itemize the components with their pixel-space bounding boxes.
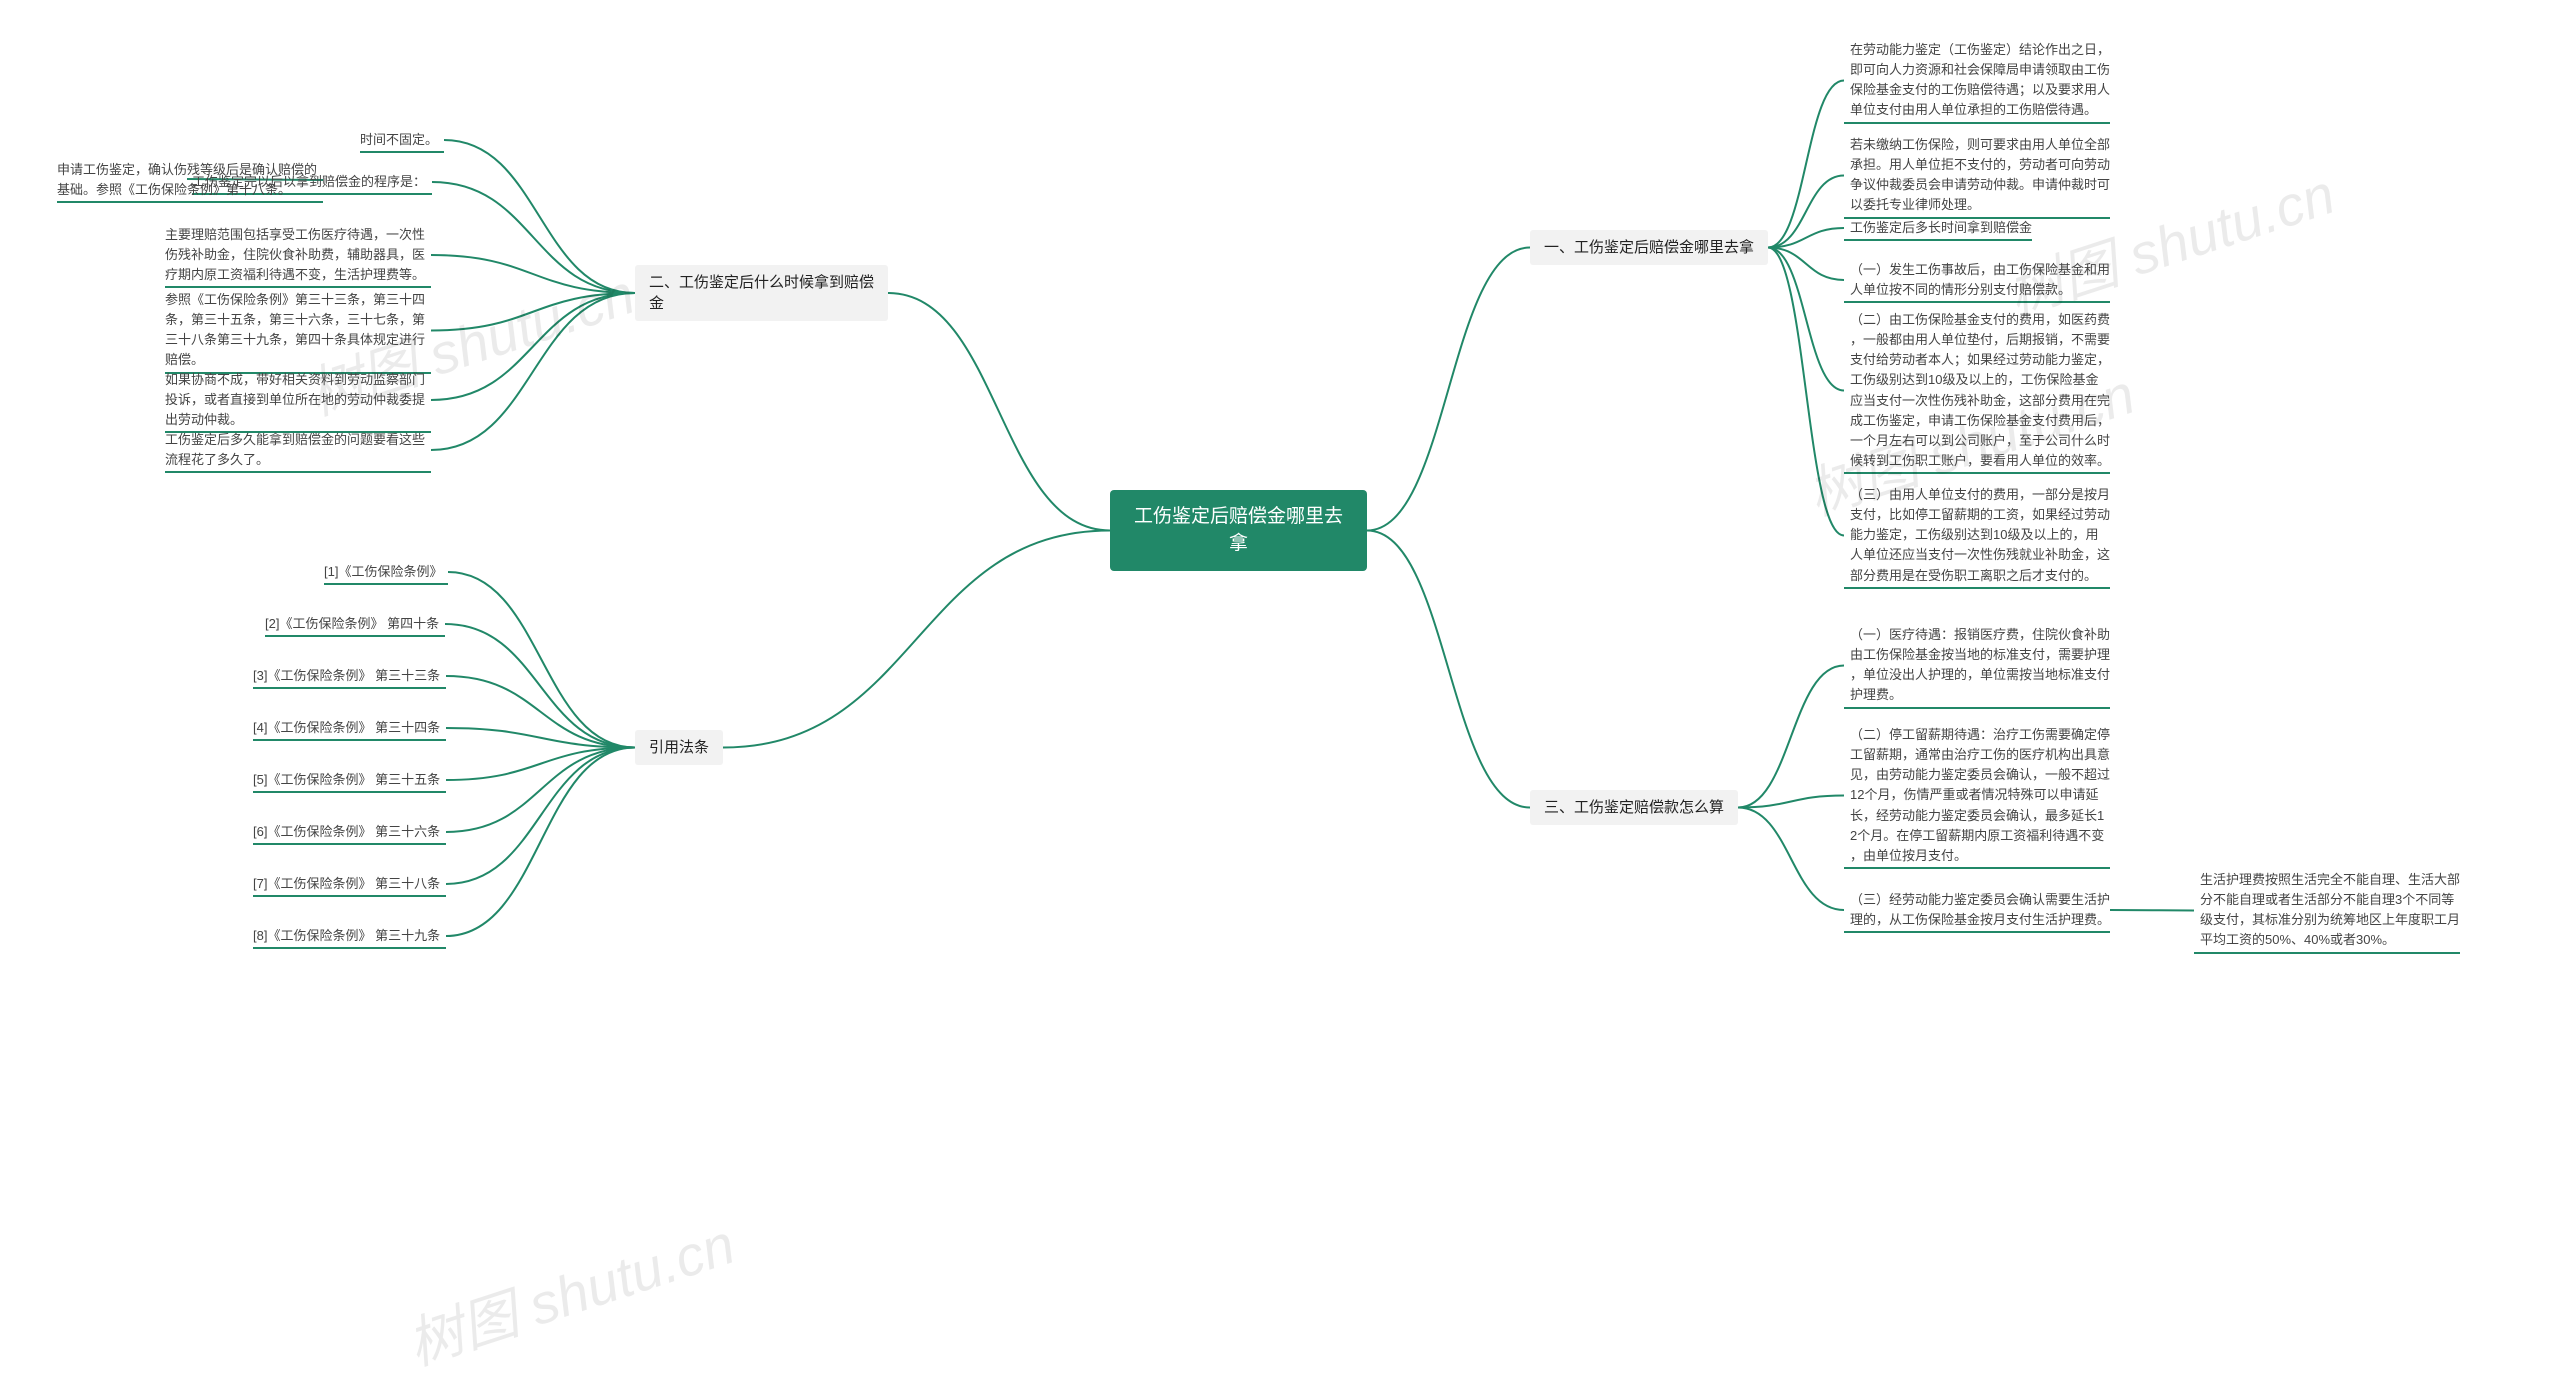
leaf-left-0-1-0: 申请工伤鉴定，确认伤残等级后是确认赔偿的 基础。参照《工伤保险条例》第十八条。 xyxy=(57,160,317,200)
leaf-right-0-4: （二）由工伤保险基金支付的费用，如医药费 ，一般都由用人单位垫付，后期报销，不需… xyxy=(1850,310,2110,471)
leaf-right-0-2: 工伤鉴定后多长时间拿到赔偿金 xyxy=(1850,218,2032,238)
leaf-left-1-7: [8]《工伤保险条例》 第三十九条 xyxy=(253,926,440,946)
leaf-right-0-3: （一）发生工伤事故后，由工伤保险基金和用 人单位按不同的情形分别支付赔偿款。 xyxy=(1850,260,2110,300)
leaf-right-1-0: （一）医疗待遇：报销医疗费，住院伙食补助 由工伤保险基金按当地的标准支付，需要护… xyxy=(1850,625,2110,706)
leaf-right-0-1: 若未缴纳工伤保险，则可要求由用人单位全部 承担。用人单位拒不支付的，劳动者可向劳… xyxy=(1850,135,2110,216)
leaf-right-1-2-0: 生活护理费按照生活完全不能自理、生活大部 分不能自理或者生活部分不能自理3个不同… xyxy=(2200,870,2460,951)
leaf-left-1-2: [3]《工伤保险条例》 第三十三条 xyxy=(253,666,440,686)
leaf-left-1-6: [7]《工伤保险条例》 第三十八条 xyxy=(253,874,440,894)
connector-svg xyxy=(0,0,2560,1380)
leaf-right-1-1: （二）停工留薪期待遇：治疗工伤需要确定停 工留薪期，通常由治疗工伤的医疗机构出具… xyxy=(1850,725,2110,866)
branch-left-1: 引用法条 xyxy=(635,730,723,765)
leaf-right-0-5: （三）由用人单位支付的费用，一部分是按月 支付，比如停工留薪期的工资，如果经过劳… xyxy=(1850,485,2110,586)
leaf-left-1-4: [5]《工伤保险条例》 第三十五条 xyxy=(253,770,440,790)
leaf-left-0-3: 参照《工伤保险条例》第三十三条，第三十四 条，第三十五条，第三十六条，三十七条，… xyxy=(165,290,425,371)
center-node: 工伤鉴定后赔偿金哪里去 拿 xyxy=(1110,490,1367,571)
leaf-right-1-2: （三）经劳动能力鉴定委员会确认需要生活护 理的，从工伤保险基金按月支付生活护理费… xyxy=(1850,890,2110,930)
leaf-left-1-5: [6]《工伤保险条例》 第三十六条 xyxy=(253,822,440,842)
branch-right-0: 一、工伤鉴定后赔偿金哪里去拿 xyxy=(1530,230,1768,265)
leaf-left-0-4: 如果协商不成，带好相关资料到劳动监察部门 投诉，或者直接到单位所在地的劳动仲裁委… xyxy=(165,370,425,430)
leaf-right-0-0: 在劳动能力鉴定（工伤鉴定）结论作出之日， 即可向人力资源和社会保障局申请领取由工… xyxy=(1850,40,2110,121)
leaf-left-0-5: 工伤鉴定后多久能拿到赔偿金的问题要看这些 流程花了多久了。 xyxy=(165,430,425,470)
leaf-left-1-3: [4]《工伤保险条例》 第三十四条 xyxy=(253,718,440,738)
branch-right-1: 三、工伤鉴定赔偿款怎么算 xyxy=(1530,790,1738,825)
mindmap-canvas: 树图 shutu.cn 树图 shutu.cn 树图 shutu.cn 树图 s… xyxy=(0,0,2560,1380)
watermark-4: 树图 shutu.cn xyxy=(396,1200,744,1381)
leaf-left-0-0: 时间不固定。 xyxy=(360,130,438,150)
leaf-left-1-1: [2]《工伤保险条例》 第四十条 xyxy=(265,614,439,634)
branch-left-0: 二、工伤鉴定后什么时候拿到赔偿 金 xyxy=(635,265,888,321)
leaf-left-1-0: [1]《工伤保险条例》 xyxy=(324,562,442,582)
leaf-left-0-2: 主要理赔范围包括享受工伤医疗待遇，一次性 伤残补助金，住院伙食补助费，辅助器具，… xyxy=(165,225,425,285)
